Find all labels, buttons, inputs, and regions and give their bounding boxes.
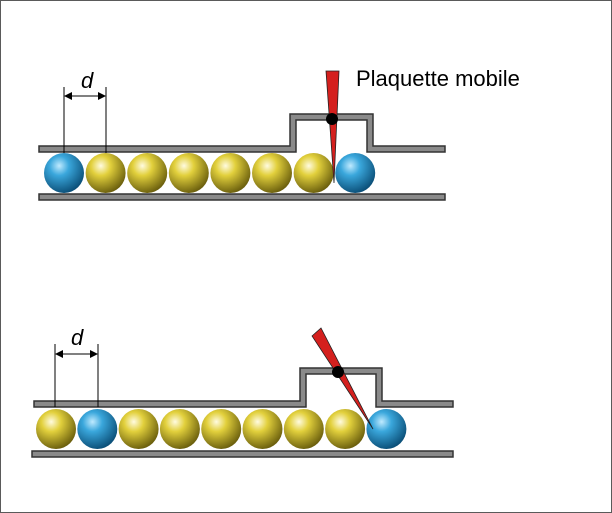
top-d-label: d	[81, 68, 94, 93]
top-row-blue-ball	[335, 153, 376, 193]
bottom-lower-rail	[31, 450, 454, 458]
top-row-blue-ball	[44, 153, 84, 193]
top-row-yellow-ball	[210, 153, 251, 193]
top-upper-rail	[38, 113, 446, 153]
bottom-balls	[36, 409, 407, 449]
bottom-d-label: d	[71, 325, 84, 350]
top-row-yellow-ball	[85, 153, 126, 193]
top-lower-rail	[38, 193, 446, 201]
top-row-yellow-ball	[127, 153, 168, 193]
bottom-movable-plate	[311, 327, 374, 430]
top-row-yellow-ball	[168, 153, 209, 193]
bottom-row-yellow-ball	[201, 409, 242, 449]
bottom-row-yellow-ball	[36, 409, 76, 449]
bottom-row-blue-ball	[77, 409, 118, 449]
bottom-row-blue-ball	[366, 409, 407, 449]
top-pivot	[326, 113, 338, 125]
top-movable-plate	[325, 70, 340, 184]
top-balls	[44, 153, 376, 193]
bottom-upper-rail	[33, 367, 454, 408]
bottom-row-yellow-ball	[118, 409, 159, 449]
bottom-row-yellow-ball	[242, 409, 283, 449]
top-row-yellow-ball	[293, 153, 334, 193]
bottom-assembly: d	[31, 325, 454, 458]
top-row-yellow-ball	[252, 153, 292, 193]
bottom-row-yellow-ball	[283, 409, 324, 449]
bottom-pivot	[332, 366, 344, 378]
bottom-row-yellow-ball	[325, 409, 366, 449]
bottom-row-yellow-ball	[159, 409, 200, 449]
top-assembly: d Plaquette mobile	[38, 66, 520, 201]
plate-label: Plaquette mobile	[356, 66, 520, 91]
